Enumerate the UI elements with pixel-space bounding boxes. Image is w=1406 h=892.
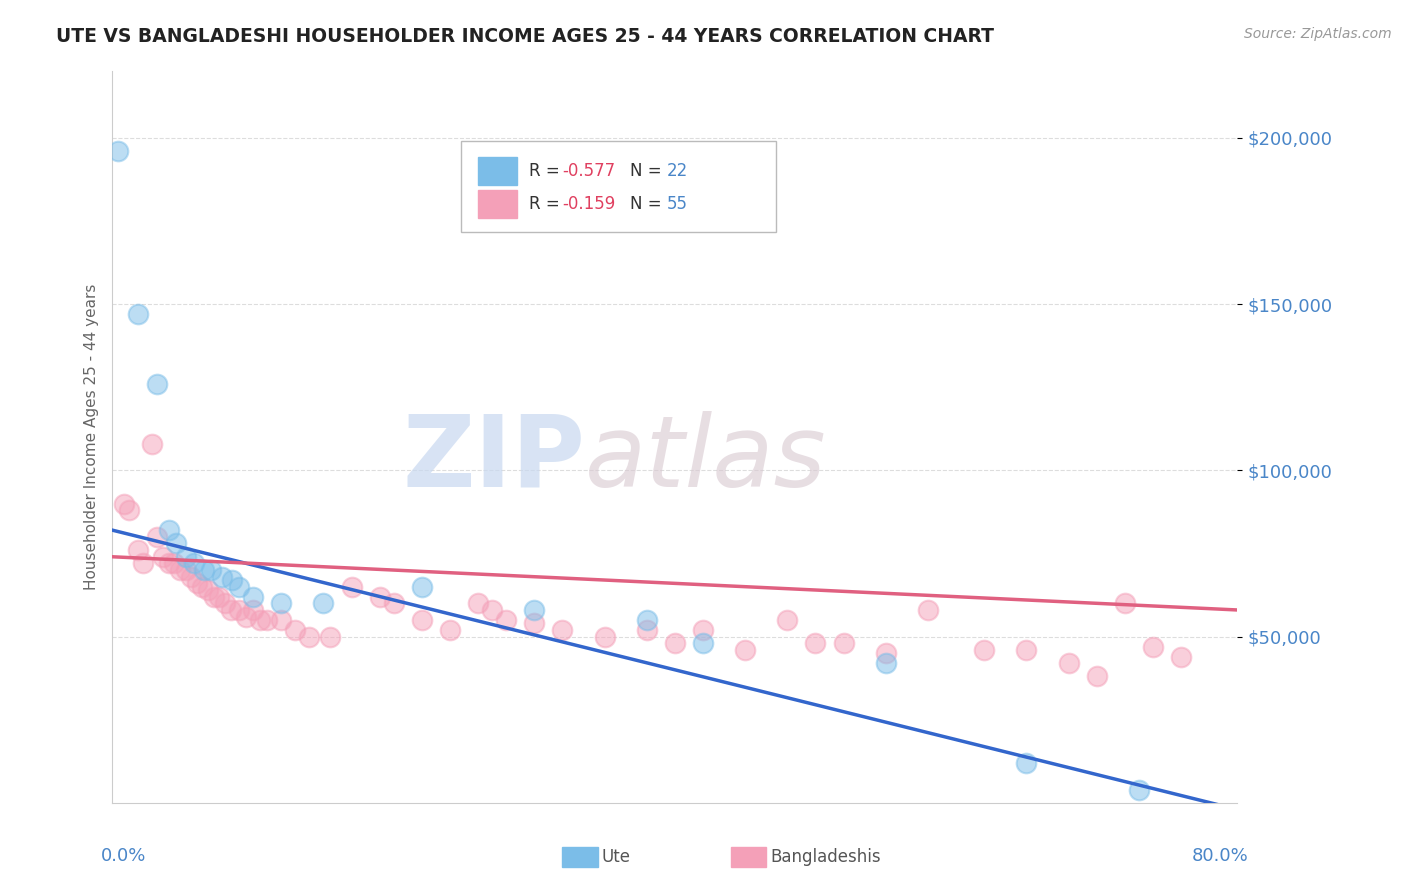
Point: [523, 603, 546, 617]
Point: [228, 580, 250, 594]
Point: [270, 596, 292, 610]
Bar: [478, 157, 517, 185]
Text: R =: R =: [529, 194, 565, 213]
Point: [368, 590, 391, 604]
Point: [1057, 656, 1080, 670]
Point: [776, 613, 799, 627]
Point: [875, 646, 897, 660]
Point: [157, 557, 180, 571]
Point: [692, 623, 714, 637]
Point: [249, 613, 271, 627]
Point: [197, 582, 219, 597]
Point: [180, 570, 202, 584]
Text: N =: N =: [630, 194, 666, 213]
Point: [219, 603, 242, 617]
Point: [340, 580, 363, 594]
Text: Ute: Ute: [602, 848, 631, 866]
Point: [692, 636, 714, 650]
Text: 0.0%: 0.0%: [101, 847, 146, 864]
Point: [211, 570, 233, 584]
Point: [1142, 640, 1164, 654]
Point: [1128, 782, 1150, 797]
Text: 22: 22: [666, 161, 689, 180]
Point: [202, 590, 225, 604]
Point: [917, 603, 939, 617]
Point: [312, 596, 335, 610]
Text: R =: R =: [529, 161, 565, 180]
Point: [112, 497, 135, 511]
Point: [235, 609, 257, 624]
Point: [636, 613, 658, 627]
Text: -0.159: -0.159: [562, 194, 616, 213]
Text: N =: N =: [630, 161, 666, 180]
Point: [193, 563, 215, 577]
Point: [1015, 756, 1038, 770]
Point: [1170, 649, 1192, 664]
Y-axis label: Householder Income Ages 25 - 44 years: Householder Income Ages 25 - 44 years: [83, 284, 98, 591]
Point: [146, 376, 169, 391]
Point: [875, 656, 897, 670]
Text: 80.0%: 80.0%: [1192, 847, 1249, 864]
Point: [107, 144, 129, 158]
Point: [593, 630, 616, 644]
Point: [298, 630, 321, 644]
Point: [163, 557, 186, 571]
Point: [146, 530, 169, 544]
Point: [152, 549, 174, 564]
Point: [481, 603, 503, 617]
Point: [174, 549, 197, 564]
Point: [804, 636, 827, 650]
Text: ZIP: ZIP: [402, 410, 585, 508]
Point: [242, 590, 264, 604]
Point: [214, 596, 236, 610]
Point: [1085, 669, 1108, 683]
Point: [467, 596, 489, 610]
Point: [169, 563, 191, 577]
Point: [636, 623, 658, 637]
Point: [242, 603, 264, 617]
Point: [319, 630, 342, 644]
Point: [132, 557, 155, 571]
Point: [1114, 596, 1136, 610]
Point: [228, 603, 250, 617]
Point: [191, 580, 214, 594]
Point: [973, 643, 995, 657]
Point: [141, 436, 163, 450]
Point: [186, 576, 208, 591]
Point: [183, 557, 205, 571]
Point: [127, 307, 149, 321]
Point: [411, 580, 433, 594]
Text: -0.577: -0.577: [562, 161, 616, 180]
Point: [664, 636, 686, 650]
Text: Bangladeshis: Bangladeshis: [770, 848, 882, 866]
Point: [256, 613, 278, 627]
Point: [157, 523, 180, 537]
Point: [411, 613, 433, 627]
Point: [551, 623, 574, 637]
Point: [221, 573, 243, 587]
Point: [270, 613, 292, 627]
Point: [495, 613, 517, 627]
Point: [284, 623, 307, 637]
Point: [165, 536, 187, 550]
Point: [127, 543, 149, 558]
Point: [118, 503, 141, 517]
Text: Source: ZipAtlas.com: Source: ZipAtlas.com: [1244, 27, 1392, 41]
Point: [174, 563, 197, 577]
Bar: [478, 190, 517, 218]
Text: atlas: atlas: [585, 410, 827, 508]
Text: UTE VS BANGLADESHI HOUSEHOLDER INCOME AGES 25 - 44 YEARS CORRELATION CHART: UTE VS BANGLADESHI HOUSEHOLDER INCOME AG…: [56, 27, 994, 45]
Point: [382, 596, 405, 610]
FancyBboxPatch shape: [461, 141, 776, 232]
Point: [200, 563, 222, 577]
Point: [439, 623, 461, 637]
Point: [734, 643, 756, 657]
Point: [1015, 643, 1038, 657]
Point: [523, 616, 546, 631]
Point: [208, 590, 231, 604]
Point: [832, 636, 855, 650]
Text: 55: 55: [666, 194, 688, 213]
